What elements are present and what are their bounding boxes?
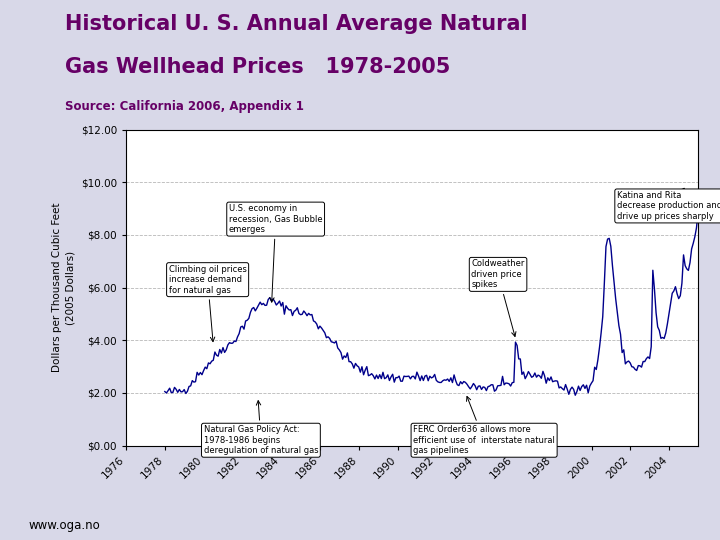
Text: www.oga.no: www.oga.no <box>29 519 101 532</box>
Text: Katina and Rita
decrease production and
drive up prices sharply: Katina and Rita decrease production and … <box>617 188 720 221</box>
Text: Coldweather
driven price
spikes: Coldweather driven price spikes <box>472 260 525 336</box>
Text: Historical U. S. Annual Average Natural: Historical U. S. Annual Average Natural <box>65 14 528 33</box>
Text: FERC Order636 allows more
efficient use of  interstate natural
gas pipelines: FERC Order636 allows more efficient use … <box>413 396 555 455</box>
Text: Source: California 2006, Appendix 1: Source: California 2006, Appendix 1 <box>65 100 304 113</box>
Text: Climbing oil prices
increase demand
for natural gas: Climbing oil prices increase demand for … <box>168 265 246 342</box>
Y-axis label: Dollars per Thousand Cubic Feet
(2005 Dollars): Dollars per Thousand Cubic Feet (2005 Do… <box>52 203 75 372</box>
Text: U.S. economy in
recession, Gas Bubble
emerges: U.S. economy in recession, Gas Bubble em… <box>229 204 323 302</box>
Text: Gas Wellhead Prices   1978-2005: Gas Wellhead Prices 1978-2005 <box>65 57 450 77</box>
Text: Natural Gas Policy Act:
1978-1986 begins
deregulation of natural gas: Natural Gas Policy Act: 1978-1986 begins… <box>204 401 318 455</box>
